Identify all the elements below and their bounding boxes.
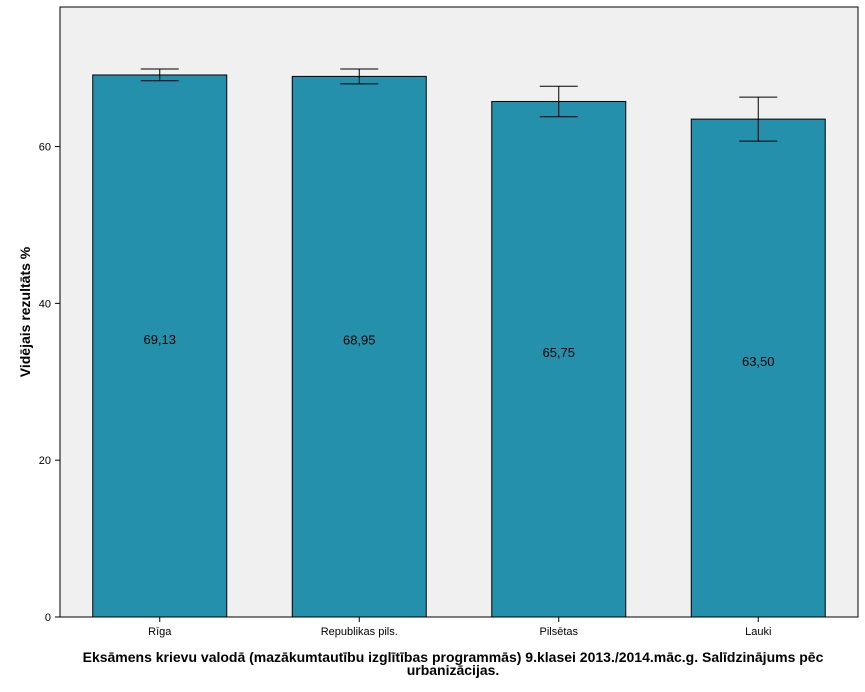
x-axis-title-line-2: urbanizācijas. xyxy=(407,662,500,678)
bar-value-label: 63,50 xyxy=(742,354,775,369)
bar xyxy=(690,118,826,618)
bar-value-labels: 69,13 68,95 65,75 63,50 xyxy=(143,332,774,369)
bar xyxy=(92,74,228,618)
x-tick-label: Pilsētas xyxy=(539,626,578,638)
x-axis-title-line-1: Eksāmens krievu valodā (mazākumtautību i… xyxy=(83,649,824,665)
y-axis-title: Vidējais rezultāts % xyxy=(17,246,33,377)
error-bars xyxy=(140,68,778,142)
x-axis: Rīga Republikas pils. Pilsētas Lauki xyxy=(148,617,771,638)
y-tick-label: 0 xyxy=(45,612,51,624)
bars xyxy=(92,74,826,618)
x-tick-label: Republikas pils. xyxy=(321,626,398,638)
x-tick-label: Lauki xyxy=(745,626,771,638)
bar xyxy=(491,100,627,618)
y-tick-label: 60 xyxy=(39,142,51,154)
y-tick-label: 40 xyxy=(39,298,51,310)
x-tick-label: Rīga xyxy=(148,626,172,638)
y-tick-label: 20 xyxy=(39,455,51,467)
y-axis: 0 20 40 60 xyxy=(39,142,60,624)
bar-value-label: 69,13 xyxy=(143,332,176,347)
bar xyxy=(291,75,427,618)
bar-value-label: 65,75 xyxy=(542,345,575,360)
bar-value-label: 68,95 xyxy=(343,333,376,348)
